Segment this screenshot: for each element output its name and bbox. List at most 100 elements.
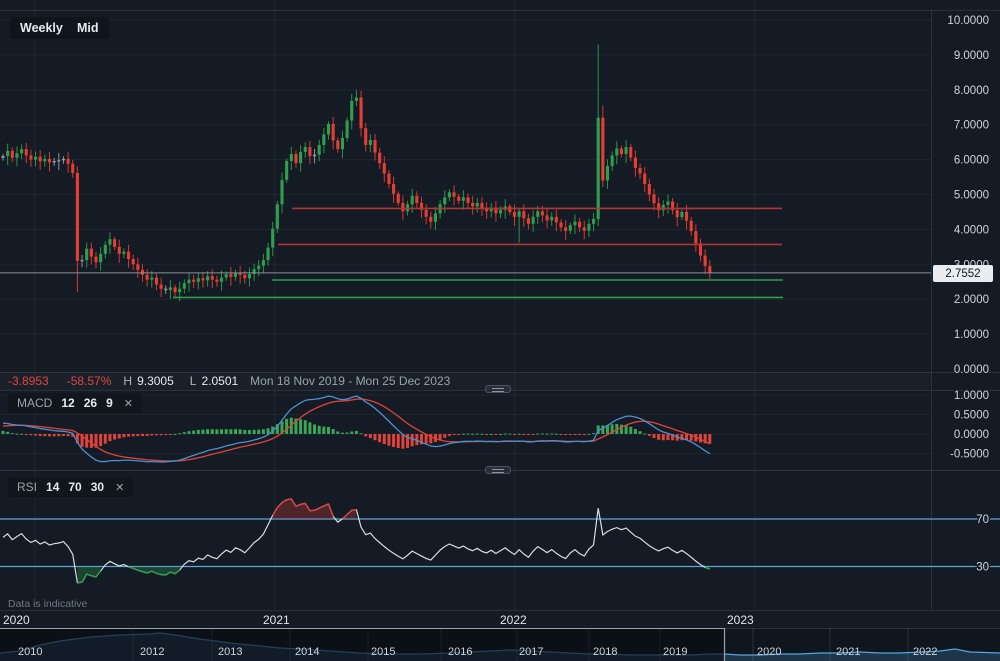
navigator[interactable]: 2010 2012 2013 2014 2015 2016 2017 2018 2019 2020…	[0, 628, 1000, 661]
candle-body	[471, 202, 475, 207]
candle-body	[229, 274, 233, 277]
axis-tick-label: 1.0000	[954, 329, 989, 341]
candle-body	[159, 284, 163, 289]
candle-body	[122, 251, 126, 254]
candle-body	[29, 155, 33, 160]
candle-body	[624, 147, 628, 155]
candle-body	[24, 149, 28, 156]
candle-body	[173, 287, 177, 293]
macd-panel-resize-handle[interactable]	[485, 385, 511, 393]
navigator-year: 2014	[295, 646, 319, 658]
candle-body	[554, 216, 558, 223]
current-price-label: 2.7552	[933, 265, 993, 282]
candle-body	[220, 277, 224, 282]
candle-body	[601, 117, 605, 181]
candle-body	[340, 137, 344, 150]
series-type-button[interactable]: Mid	[67, 17, 109, 39]
candle-body	[6, 150, 10, 157]
candle-body	[466, 197, 470, 203]
candle-body	[10, 150, 14, 158]
rsi-panel-resize-handle[interactable]	[485, 466, 511, 474]
rsi-param-oversold: 30	[90, 480, 105, 494]
candle-body	[387, 173, 391, 185]
axis-tick-label: 5.0000	[954, 190, 989, 202]
candle-body	[75, 172, 79, 261]
panel-separators	[0, 10, 1000, 611]
candle-body	[66, 158, 70, 164]
candle-body	[452, 192, 456, 197]
candle-body	[345, 120, 349, 138]
candle-body	[443, 197, 447, 205]
time-axis-year: 2020	[3, 613, 30, 627]
candle-body	[238, 272, 242, 275]
candle-body	[34, 156, 38, 160]
time-axis-year: 2021	[263, 613, 290, 627]
candle-body	[99, 253, 103, 263]
candle-body	[675, 210, 679, 218]
candle-body	[187, 279, 191, 284]
candle-body	[140, 269, 145, 275]
rsi-name: RSI	[17, 480, 38, 494]
candle-body	[257, 265, 261, 270]
candle-body	[178, 288, 182, 293]
candle-body	[117, 246, 121, 254]
candle-body	[71, 163, 75, 173]
candle-body	[522, 211, 526, 219]
navigator-year: 2021	[836, 646, 860, 658]
candle-body	[364, 128, 368, 145]
candle-body	[294, 154, 298, 164]
axis-tick-label: 4.0000	[954, 224, 989, 236]
low-value: 2.0501	[201, 374, 239, 388]
candle-body	[182, 283, 186, 289]
macd-param-signal: 9	[106, 396, 113, 410]
macd-close-icon[interactable]: ✕	[123, 397, 133, 410]
horizontal-ray-drawings[interactable]	[173, 207, 783, 299]
candle-body	[559, 222, 563, 228]
navigator-year: 2018	[593, 646, 617, 658]
navigator-mask	[0, 628, 724, 661]
candle-body	[206, 276, 210, 281]
candle-body	[396, 193, 400, 203]
candle-body	[643, 173, 647, 185]
candle-body	[103, 244, 107, 254]
candle-body	[85, 248, 89, 261]
candle-body	[94, 256, 98, 263]
candle-body	[308, 147, 312, 157]
candle-body	[461, 197, 465, 201]
time-axis-year: 2023	[727, 613, 754, 627]
time-axis-year: 2022	[500, 613, 527, 627]
axis-tick-label: 0.0000	[954, 364, 989, 376]
candle-body	[285, 160, 289, 180]
rsi-close-icon[interactable]: ✕	[115, 481, 125, 494]
navigator-year: 2013	[218, 646, 242, 658]
candle-body	[154, 277, 158, 285]
rsi-param-overbought: 70	[68, 480, 82, 494]
axis-tick-label: 1.0000	[954, 390, 989, 402]
candle-body	[596, 117, 600, 219]
candle-body	[401, 202, 405, 212]
axis-tick-label: 7.0000	[954, 120, 989, 132]
candle-body	[657, 203, 661, 211]
candle-body	[415, 195, 419, 203]
timeframe-button[interactable]: Weekly	[10, 17, 73, 39]
navigator-year: 2019	[663, 646, 687, 658]
macd-param-fast: 12	[61, 396, 75, 410]
navigator-year: 2022	[913, 646, 937, 658]
rsi-param-period: 14	[46, 480, 60, 494]
navigator-year: 2010	[18, 646, 42, 658]
candle-body	[303, 147, 307, 152]
candle-body	[243, 274, 247, 279]
candle-body	[201, 278, 205, 281]
candle-body	[475, 202, 479, 207]
candle-body	[15, 153, 19, 158]
gridlines	[0, 0, 931, 610]
candle-body	[629, 147, 633, 158]
candlestick-series	[1, 44, 712, 302]
axis-tick-label: 70	[976, 514, 989, 526]
candle-body	[489, 207, 493, 212]
candle-body	[457, 196, 461, 201]
macd-param-slow: 26	[83, 396, 98, 410]
candle-body	[433, 213, 437, 222]
